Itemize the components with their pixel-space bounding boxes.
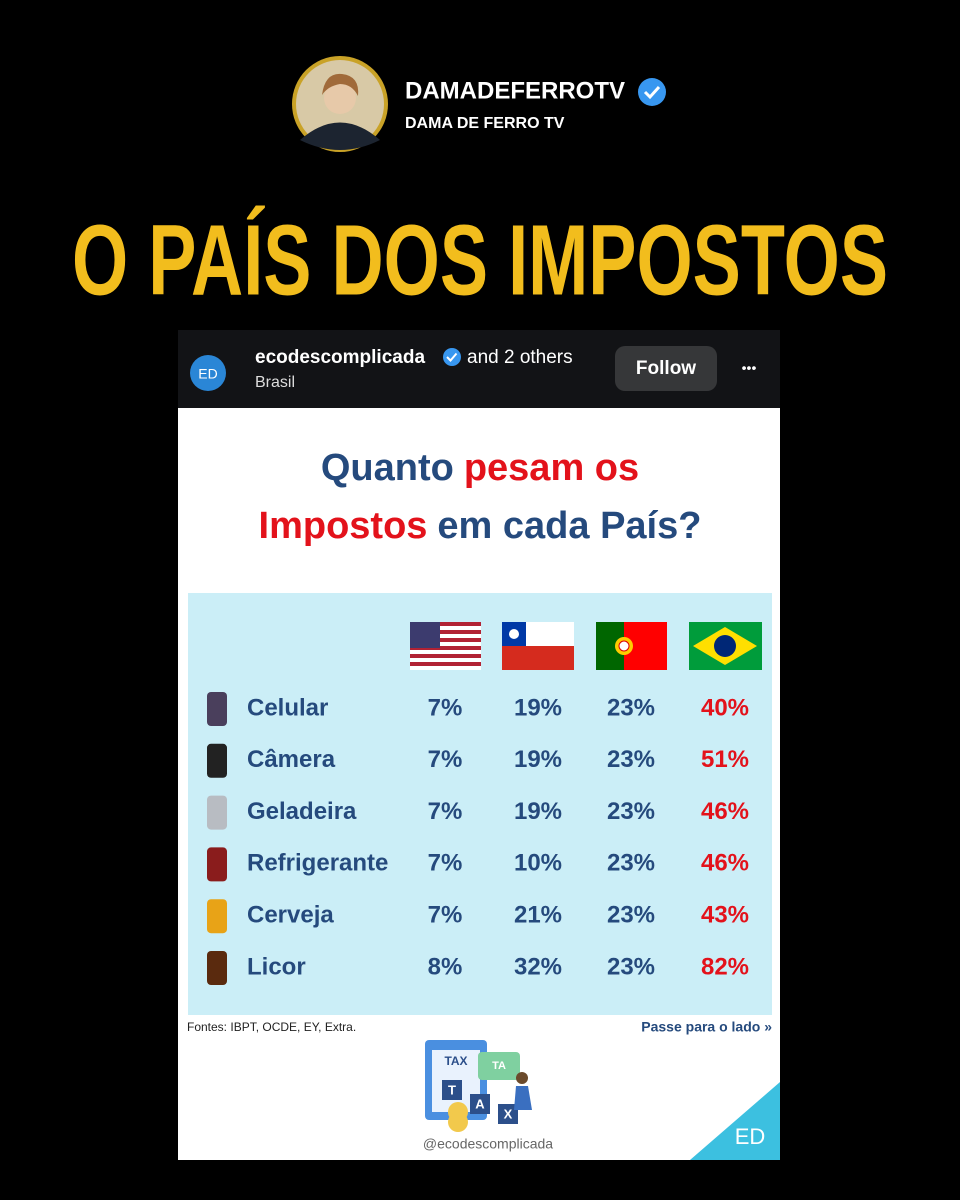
table-cell: 7% bbox=[428, 850, 463, 877]
table-cell: 82% bbox=[701, 953, 749, 980]
flag-portugal bbox=[596, 622, 667, 670]
row-icon bbox=[207, 795, 227, 830]
post-verified bbox=[443, 348, 461, 366]
avatar-face bbox=[324, 82, 356, 114]
table-cell: 23% bbox=[607, 694, 655, 721]
flag-brazil bbox=[689, 622, 762, 670]
avatar-hair bbox=[322, 73, 359, 96]
card-title: Impostos em cada País? bbox=[259, 505, 702, 547]
row-icon bbox=[207, 692, 227, 726]
handle: @ecodescomplicada bbox=[423, 1136, 553, 1152]
corner-badge bbox=[690, 1082, 780, 1160]
row-label: Celular bbox=[247, 694, 328, 721]
row-icon bbox=[207, 847, 227, 882]
title-part: em cada País? bbox=[437, 505, 701, 547]
row-label: Refrigerante bbox=[247, 850, 388, 877]
table-cell: 10% bbox=[514, 850, 562, 877]
table-cell: 19% bbox=[514, 694, 562, 721]
row-icon bbox=[207, 951, 227, 985]
post-avatar[interactable] bbox=[190, 355, 226, 391]
illustration-block: T bbox=[448, 1082, 456, 1097]
illustration-sign: TAX bbox=[444, 1054, 467, 1068]
more-button[interactable]: ••• bbox=[742, 360, 757, 376]
table-cell: 40% bbox=[701, 694, 749, 721]
title-part: pesam os bbox=[464, 447, 639, 489]
username: DAMADEFERROTV bbox=[405, 77, 625, 104]
corner-label: ED bbox=[735, 1124, 766, 1149]
table-cell: 23% bbox=[607, 902, 655, 929]
follow-label: Follow bbox=[636, 358, 696, 379]
flag-usa bbox=[410, 622, 481, 670]
post-location[interactable]: Brasil bbox=[255, 374, 295, 391]
table-cell: 19% bbox=[514, 746, 562, 773]
row-icon bbox=[207, 899, 227, 934]
follow-button[interactable] bbox=[615, 346, 717, 391]
illustration-block: X bbox=[504, 1106, 513, 1121]
table-cell: 43% bbox=[701, 902, 749, 929]
display-name: DAMA DE FERRO TV bbox=[405, 115, 565, 132]
swipe-hint: Passe para o lado » bbox=[641, 1019, 772, 1035]
flag-chile bbox=[502, 622, 574, 670]
table-cell: 7% bbox=[428, 798, 463, 825]
table-cell: 19% bbox=[514, 798, 562, 825]
avatar-figure bbox=[300, 122, 380, 150]
table-cell: 46% bbox=[701, 850, 749, 877]
table-cell: 7% bbox=[428, 902, 463, 929]
title-part: Quanto bbox=[321, 447, 454, 489]
post-coauthors[interactable]: and 2 others bbox=[467, 347, 573, 368]
table-cell: 23% bbox=[607, 850, 655, 877]
row-label: Licor bbox=[247, 953, 306, 980]
table-cell: 51% bbox=[701, 746, 749, 773]
illustration-block: A bbox=[475, 1096, 485, 1111]
table-cell: 7% bbox=[428, 694, 463, 721]
title-part: Impostos bbox=[259, 505, 428, 547]
post-account[interactable]: ecodescomplicada bbox=[255, 347, 425, 368]
illustration bbox=[425, 1040, 532, 1132]
sources: Fontes: IBPT, OCDE, EY, Extra. bbox=[187, 1020, 356, 1034]
row-label: Câmera bbox=[247, 746, 336, 773]
table-cell: 23% bbox=[607, 746, 655, 773]
table-cell: 7% bbox=[428, 746, 463, 773]
verified-badge bbox=[638, 78, 666, 106]
row-label: Cerveja bbox=[247, 902, 334, 929]
row-icon bbox=[207, 743, 227, 778]
headline: O PAÍS DOS IMPOSTOS bbox=[72, 204, 888, 316]
table-cell: 21% bbox=[514, 902, 562, 929]
row-label: Geladeira bbox=[247, 798, 357, 825]
table-cell: 8% bbox=[428, 953, 463, 980]
table-cell: 23% bbox=[607, 953, 655, 980]
table-cell: 32% bbox=[514, 953, 562, 980]
illustration-tag: TA bbox=[492, 1060, 506, 1072]
table-cell: 23% bbox=[607, 798, 655, 825]
table-cell: 46% bbox=[701, 798, 749, 825]
post-avatar-text: ED bbox=[198, 366, 217, 382]
card-title: Quanto pesam os bbox=[321, 447, 639, 489]
